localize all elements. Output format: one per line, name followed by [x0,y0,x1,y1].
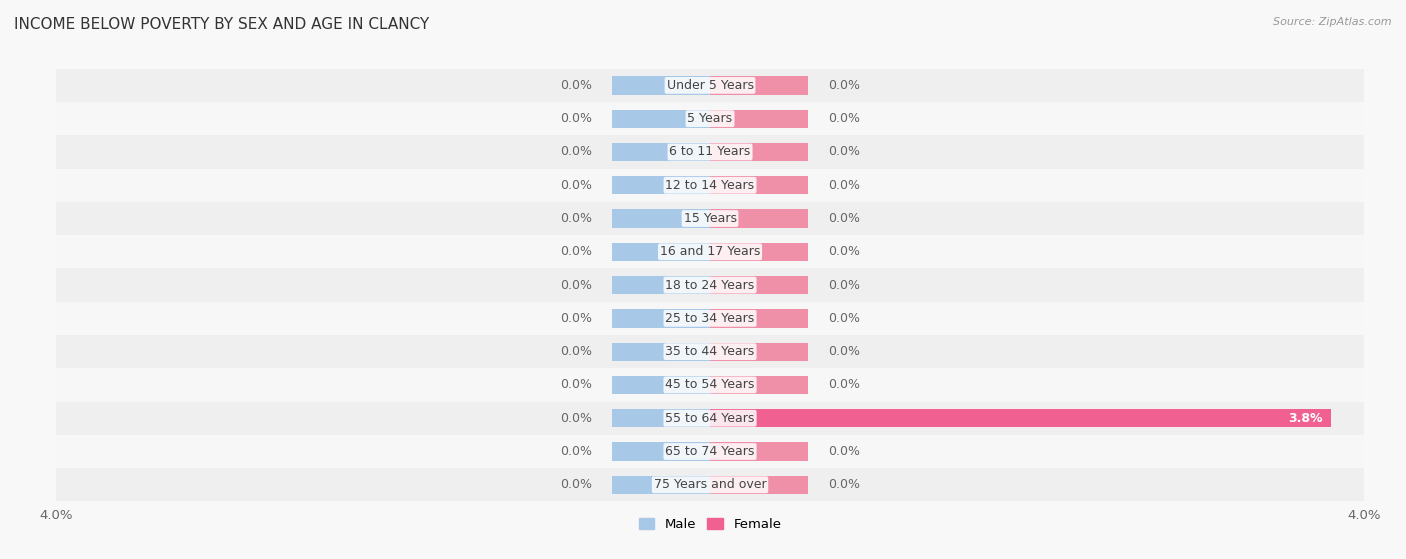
Bar [56,135,1364,169]
Bar [710,309,808,328]
Text: 0.0%: 0.0% [828,212,859,225]
Text: 0.0%: 0.0% [561,79,592,92]
Bar [710,409,1331,428]
Text: 0.0%: 0.0% [561,145,592,158]
Bar [710,76,808,94]
Bar [56,202,1364,235]
Bar [710,276,808,294]
Bar [56,268,1364,302]
Bar [710,476,808,494]
Text: 18 to 24 Years: 18 to 24 Years [665,278,755,292]
Text: INCOME BELOW POVERTY BY SEX AND AGE IN CLANCY: INCOME BELOW POVERTY BY SEX AND AGE IN C… [14,17,429,32]
Text: 0.0%: 0.0% [561,112,592,125]
Text: 0.0%: 0.0% [561,245,592,258]
Bar [612,110,710,128]
Text: 0.0%: 0.0% [828,278,859,292]
Bar [710,343,808,361]
Text: 0.0%: 0.0% [561,179,592,192]
Text: 0.0%: 0.0% [828,312,859,325]
Text: 45 to 54 Years: 45 to 54 Years [665,378,755,391]
Bar [56,169,1364,202]
Text: 75 Years and over: 75 Years and over [654,479,766,491]
Text: 0.0%: 0.0% [828,345,859,358]
Text: 35 to 44 Years: 35 to 44 Years [665,345,755,358]
Bar [56,302,1364,335]
Legend: Male, Female: Male, Female [638,518,782,532]
Bar [612,409,710,428]
Bar [612,276,710,294]
Bar [612,343,710,361]
Bar [612,243,710,261]
Bar [612,442,710,461]
Text: 0.0%: 0.0% [561,345,592,358]
Text: 0.0%: 0.0% [561,312,592,325]
Bar [56,335,1364,368]
Bar [612,143,710,161]
Bar [56,235,1364,268]
Text: 0.0%: 0.0% [828,378,859,391]
Text: 12 to 14 Years: 12 to 14 Years [665,179,755,192]
Bar [710,176,808,195]
Text: 5 Years: 5 Years [688,112,733,125]
Bar [710,376,808,394]
Text: 0.0%: 0.0% [828,112,859,125]
Bar [612,76,710,94]
Text: 0.0%: 0.0% [828,479,859,491]
Text: 0.0%: 0.0% [828,145,859,158]
Text: 0.0%: 0.0% [828,179,859,192]
Text: 15 Years: 15 Years [683,212,737,225]
Bar [710,210,808,228]
Bar [612,210,710,228]
Bar [56,69,1364,102]
Text: 0.0%: 0.0% [561,445,592,458]
Text: 25 to 34 Years: 25 to 34 Years [665,312,755,325]
Bar [612,176,710,195]
Text: 6 to 11 Years: 6 to 11 Years [669,145,751,158]
Bar [710,143,808,161]
Bar [56,102,1364,135]
Bar [56,401,1364,435]
Text: 0.0%: 0.0% [828,245,859,258]
Bar [612,309,710,328]
Text: 0.0%: 0.0% [561,412,592,425]
Bar [710,243,808,261]
Text: 0.0%: 0.0% [828,79,859,92]
Bar [612,476,710,494]
Text: 3.8%: 3.8% [1288,412,1323,425]
Bar [612,376,710,394]
Text: 16 and 17 Years: 16 and 17 Years [659,245,761,258]
Text: 65 to 74 Years: 65 to 74 Years [665,445,755,458]
Bar [710,442,808,461]
Text: 0.0%: 0.0% [828,445,859,458]
Bar [710,110,808,128]
Text: 0.0%: 0.0% [561,378,592,391]
Text: Source: ZipAtlas.com: Source: ZipAtlas.com [1274,17,1392,27]
Text: 0.0%: 0.0% [561,479,592,491]
Text: 0.0%: 0.0% [561,278,592,292]
Bar [56,468,1364,501]
Text: Under 5 Years: Under 5 Years [666,79,754,92]
Bar [56,368,1364,401]
Bar [56,435,1364,468]
Text: 0.0%: 0.0% [561,212,592,225]
Text: 55 to 64 Years: 55 to 64 Years [665,412,755,425]
